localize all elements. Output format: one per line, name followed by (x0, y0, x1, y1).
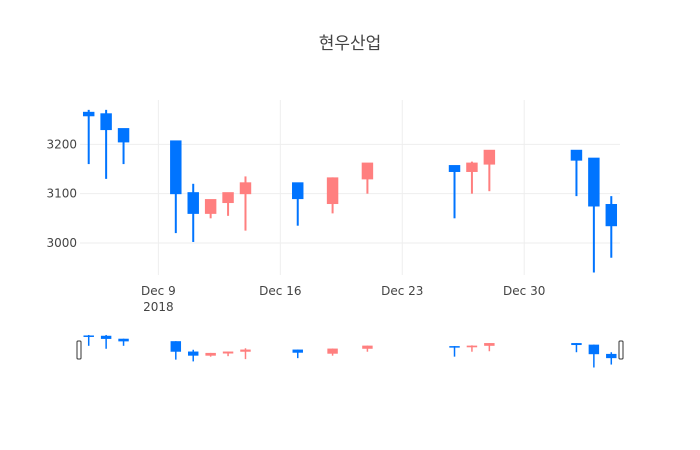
candle-body (326, 177, 339, 205)
slider-candle-body (170, 341, 182, 352)
candle (588, 157, 600, 273)
slider-candle-body (327, 348, 338, 354)
candle-body (222, 192, 234, 204)
candle (361, 162, 374, 194)
slider-candle-body (100, 335, 112, 339)
candle-body (605, 204, 618, 227)
slider-left-handle[interactable] (76, 340, 82, 360)
slider-candle (484, 343, 495, 352)
range-slider[interactable] (76, 334, 624, 368)
slider-candle (170, 341, 182, 360)
slider-candle-body (449, 346, 460, 348)
slider-candle (222, 351, 234, 357)
y-axis: 3000 3100 3200 (46, 137, 77, 250)
slider-candle (118, 338, 129, 346)
slider-candle (188, 349, 199, 362)
slider-candle-body (240, 349, 251, 352)
x-axis: Dec 9 2018 Dec 16 Dec 23 Dec 30 (141, 284, 545, 314)
gridlines (80, 100, 620, 275)
slider-candle-body (484, 343, 495, 346)
slider-candle-body (205, 352, 216, 356)
candle (204, 199, 217, 219)
candle-body (204, 199, 217, 214)
slider-candle-body (292, 349, 303, 353)
candle (82, 109, 95, 165)
slider-candle-body (606, 353, 617, 359)
candle (222, 192, 234, 216)
candle-body (82, 111, 95, 117)
candle (483, 149, 496, 192)
candle (326, 177, 339, 214)
slider-candle (606, 352, 617, 365)
slider-candle (327, 348, 338, 356)
slider-candle-body (222, 351, 234, 354)
slider-candle-body (466, 345, 478, 348)
chart-title: 현우산업 (319, 34, 382, 54)
candle (100, 109, 112, 179)
slider-candle-body (362, 345, 373, 349)
candle-body (117, 128, 130, 143)
candle (605, 196, 618, 258)
y-tick-label: 3200 (46, 137, 77, 151)
slider-candle-body (571, 343, 582, 346)
slider-candle (588, 344, 600, 368)
y-tick-label: 3100 (46, 187, 77, 201)
candle-body (170, 140, 182, 195)
slider-candle-body (188, 351, 199, 356)
slider-candle-body (588, 344, 600, 355)
x-tick-label: Dec 30 (503, 284, 545, 298)
candle (292, 182, 304, 226)
slider-candle (205, 352, 216, 357)
candle (570, 149, 583, 197)
candle-body (100, 113, 112, 131)
candle-body (187, 192, 199, 214)
candle-body (570, 149, 583, 161)
slider-candle (240, 348, 251, 360)
candle-body (483, 149, 496, 165)
candle-body (292, 182, 304, 200)
slider-candle (449, 346, 460, 357)
x-tick-label: Dec 9 (141, 284, 176, 298)
candle-body (239, 182, 252, 195)
slider-candle-body (118, 338, 129, 342)
slider-right-handle[interactable] (618, 340, 624, 360)
candle-body (466, 162, 478, 172)
candle (170, 140, 182, 234)
candle (117, 128, 130, 165)
candle (239, 176, 252, 231)
candle (187, 183, 199, 242)
candle-body (448, 165, 461, 172)
slider-candle (292, 349, 303, 359)
candle (448, 165, 461, 219)
slider-candle (100, 334, 112, 349)
slider-candle (83, 334, 94, 346)
slider-candle-body (83, 335, 94, 337)
x-tick-label: Dec 16 (259, 284, 301, 298)
candle-body (588, 157, 600, 207)
candle-body (361, 162, 374, 180)
y-tick-label: 3000 (46, 236, 77, 250)
x-tick-sublabel: 2018 (143, 300, 174, 314)
candles (82, 109, 618, 273)
slider-candle (466, 345, 478, 352)
candle (466, 161, 478, 194)
slider-candle (571, 343, 582, 353)
slider-candle (362, 345, 373, 352)
x-tick-label: Dec 23 (381, 284, 423, 298)
